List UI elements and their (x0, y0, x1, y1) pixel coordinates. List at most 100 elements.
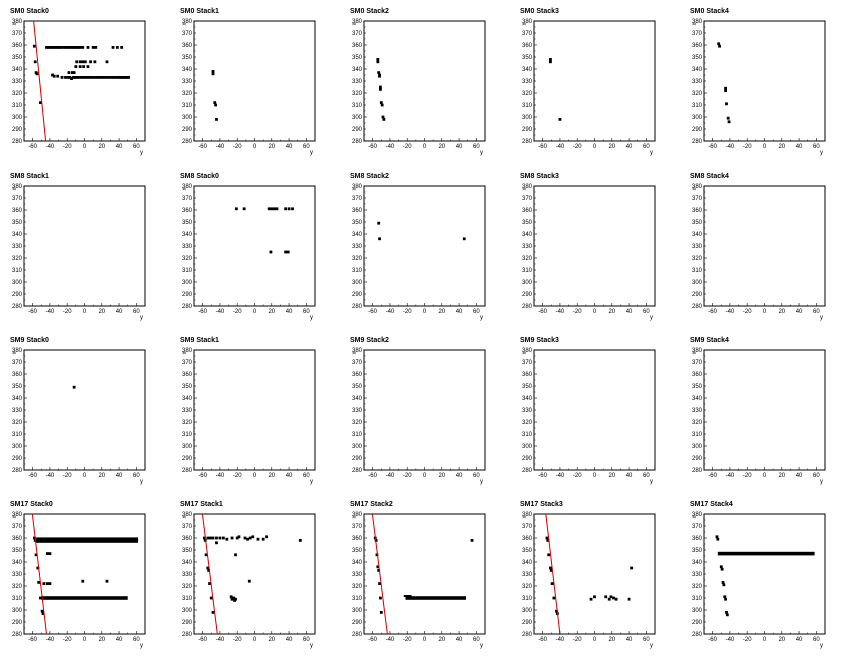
x-tick-label: 0 (763, 309, 767, 315)
x-tick-label: 40 (626, 473, 633, 479)
data-point (115, 46, 119, 49)
y-tick-label: 280 (352, 139, 363, 145)
x-axis-label: y (140, 150, 143, 156)
data-point (234, 207, 238, 211)
y-tick-label: 320 (352, 584, 363, 590)
y-tick-label: 310 (692, 103, 703, 109)
data-point (270, 207, 274, 211)
data-band (41, 596, 128, 600)
y-tick-label: 330 (352, 572, 363, 578)
x-tick-label: 60 (303, 637, 310, 643)
y-tick-label: 310 (12, 268, 23, 274)
x-tick-label: -60 (708, 473, 717, 479)
x-tick-label: 20 (98, 473, 105, 479)
y-axis-label: x (522, 516, 528, 519)
y-tick-label: 280 (692, 632, 703, 638)
y-tick-label: 310 (522, 103, 533, 109)
y-axis-label: x (182, 188, 188, 191)
data-point (89, 60, 92, 64)
y-tick-label: 360 (182, 536, 193, 542)
data-point (237, 535, 241, 539)
y-tick-label: 340 (522, 560, 533, 566)
x-axis-label: y (310, 479, 313, 485)
x-tick-label: 0 (423, 144, 427, 150)
data-point (718, 44, 721, 48)
y-tick-label: 290 (522, 620, 533, 626)
data-point (45, 582, 49, 585)
y-tick-label: 330 (522, 572, 533, 578)
y-tick-label: 320 (182, 584, 193, 590)
x-tick-label: 20 (98, 144, 105, 150)
x-tick-label: 0 (253, 309, 257, 315)
data-point (57, 46, 60, 49)
data-point (91, 46, 95, 49)
y-tick-label: 370 (692, 196, 703, 202)
y-tick-label: 360 (182, 208, 193, 214)
x-tick-label: -20 (63, 144, 72, 150)
x-tick-label: 20 (98, 309, 105, 315)
data-point (127, 76, 130, 79)
x-tick-label: -60 (198, 309, 207, 315)
x-tick-label: 20 (438, 473, 445, 479)
x-tick-label: 60 (643, 309, 650, 315)
data-point (721, 581, 725, 584)
y-tick-label: 320 (692, 584, 703, 590)
y-tick-label: 320 (522, 91, 533, 97)
data-point (214, 103, 218, 107)
x-tick-label: -40 (386, 473, 395, 479)
y-tick-label: 370 (182, 31, 193, 37)
y-tick-label: 370 (692, 524, 703, 530)
data-point (35, 72, 39, 76)
x-tick-label: -20 (233, 637, 242, 643)
y-tick-label: 330 (12, 244, 23, 250)
data-point (256, 537, 260, 541)
plot-area (32, 21, 130, 141)
data-point (83, 60, 87, 64)
data-point (298, 539, 302, 542)
y-tick-label: 340 (692, 560, 703, 566)
y-tick-label: 280 (522, 139, 533, 145)
plot-area (717, 42, 731, 124)
data-point (63, 46, 67, 49)
data-point (269, 250, 273, 254)
data-point (218, 536, 222, 540)
data-point (377, 221, 381, 225)
y-axis-label: x (12, 188, 18, 191)
x-tick-label: -60 (368, 309, 377, 315)
data-point (232, 596, 236, 600)
data-point (105, 76, 109, 79)
data-point (73, 46, 77, 49)
x-axis-label: y (650, 479, 653, 485)
chart-panel: SM17 Stack1 280 290 300 310 320 330 340 350 360 37… (180, 501, 316, 649)
plot-area (201, 514, 302, 634)
data-point (375, 553, 379, 557)
data-point (381, 115, 385, 119)
x-tick-label: 20 (608, 309, 615, 315)
y-tick-label: 280 (182, 632, 193, 638)
y-tick-label: 360 (12, 208, 23, 214)
data-point (207, 569, 211, 572)
y-tick-label: 330 (12, 79, 23, 85)
data-point (84, 76, 88, 79)
data-point (60, 46, 64, 49)
y-tick-label: 340 (182, 232, 193, 238)
y-tick-label: 290 (692, 456, 703, 462)
y-tick-label: 340 (692, 67, 703, 73)
y-tick-label: 360 (352, 208, 363, 214)
data-point (71, 71, 74, 74)
data-point (95, 76, 98, 79)
x-tick-label: 20 (268, 144, 275, 150)
data-point (55, 46, 59, 49)
x-tick-label: 0 (593, 309, 597, 315)
y-tick-label: 370 (352, 31, 363, 37)
chart-panel: SM9 Stack3 280 290 300 310 320 330 340 350 360 370… (520, 337, 656, 485)
y-tick-label: 310 (692, 268, 703, 274)
data-point (377, 71, 381, 74)
x-tick-label: 60 (813, 144, 820, 150)
x-tick-label: 0 (763, 637, 767, 643)
fit-line (31, 514, 47, 634)
plot-frame (193, 513, 316, 635)
data-point (51, 46, 55, 49)
data-point (51, 73, 54, 77)
y-tick-label: 340 (12, 67, 23, 73)
